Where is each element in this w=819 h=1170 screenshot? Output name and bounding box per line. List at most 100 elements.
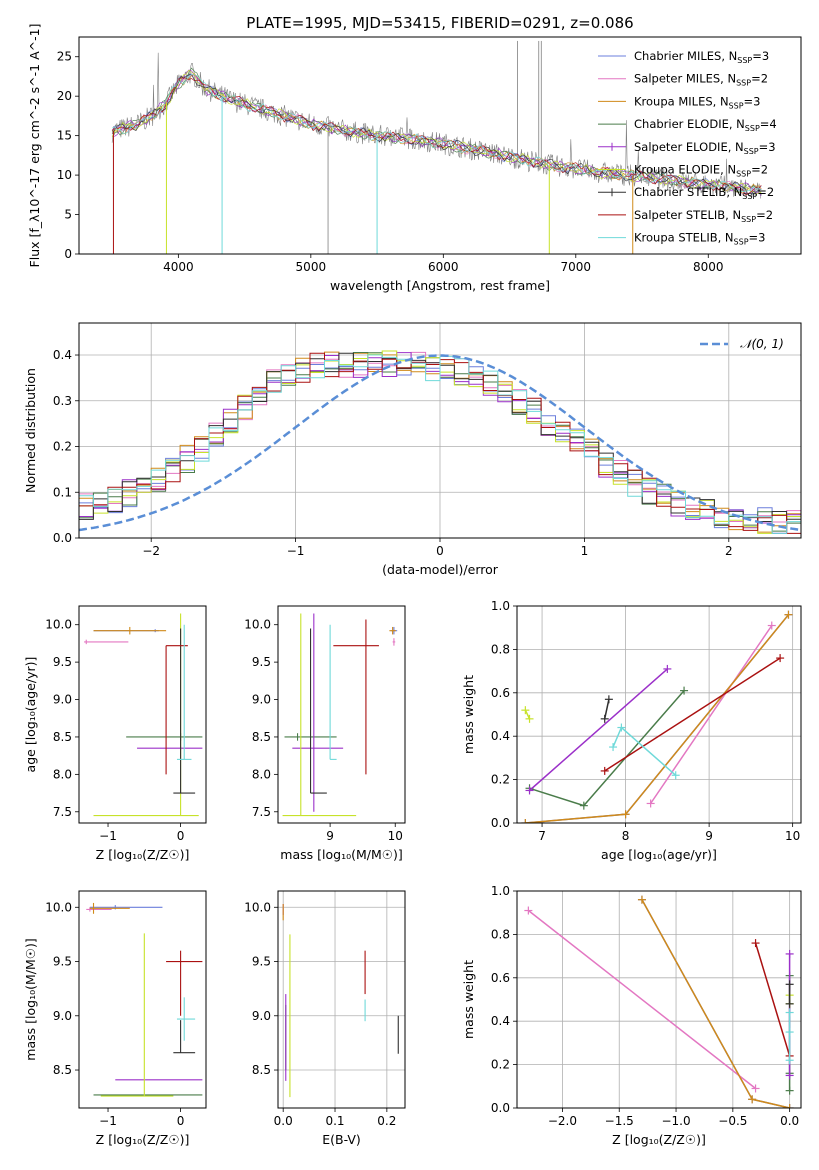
panel-mass-vs-Z: −1 0 8.5 9.0 9.5 10.0 Z [log₁₀(Z/Z☉)] mass [log…	[23, 890, 207, 1147]
mass-weight-series	[525, 614, 790, 823]
x-axis-label: mass [log₁₀(M/M☉)]	[280, 847, 402, 862]
plot-area	[111, 40, 762, 254]
axes-frame	[516, 890, 802, 1109]
x-tick-label: 8000	[693, 260, 724, 274]
y-tick-label: 0.2	[491, 773, 510, 787]
axes-frame	[516, 605, 802, 824]
x-axis-label: wavelength [Angstrom, rest frame]	[330, 278, 550, 293]
axes-frame	[277, 605, 406, 824]
panel-mass-weight-vs-Z: −2.0 −1.5 −1.0 −0.5 0.0 0.0 0.2 0.4 0.6 0.8 1.0 Z […	[461, 884, 802, 1147]
plot-area	[79, 350, 801, 534]
axes-frame	[78, 605, 207, 824]
panel-mass-weight-vs-age: 7 8 9 10 0.0 0.2 0.4 0.6 0.8 1.0 age [log₁₀(age/yr…	[461, 599, 802, 862]
legend-entry: Chabrier STELIB, NSSP=2	[634, 185, 774, 201]
y-tick-label: 0.0	[53, 531, 72, 545]
y-tick-label: 0.8	[491, 927, 510, 941]
y-tick-label: 0.4	[491, 1014, 510, 1028]
mass-weight-series	[754, 942, 791, 1057]
legend-entry: 𝒩(0, 1)	[740, 337, 784, 351]
y-tick-label: 8.0	[252, 767, 271, 781]
y-tick-label: 0.4	[53, 348, 72, 362]
legend-entry: Kroupa MILES, NSSP=3	[634, 94, 760, 110]
x-axis-label: Z [log₁₀(Z/Z☉)]	[96, 1132, 190, 1147]
y-tick-label: 7.5	[252, 805, 271, 819]
plot-area	[282, 904, 399, 1098]
y-axis-label: Normed distribution	[23, 368, 38, 493]
panel-residuals: −2 −1 0 1 2 0.0 0.1 0.2 0.3 0.4 (data-model)/error…	[23, 322, 802, 577]
x-axis-label: age [log₁₀(age/yr)]	[601, 847, 717, 862]
y-tick-label: 9.0	[53, 693, 72, 707]
figure-title: PLATE=1995, MJD=53415, FIBERID=0291, z=0…	[246, 14, 633, 32]
y-tick-label: 9.5	[252, 955, 271, 969]
panel-age-vs-mass: 9 10 7.5 8.0 8.5 9.0 9.5 10.0 mass [log₁₀(M/M☉)]	[244, 605, 406, 862]
x-tick-label: 0.2	[377, 1114, 396, 1128]
model-spectrum	[111, 74, 762, 197]
y-tick-label: 8.5	[53, 1063, 72, 1077]
mass-weight-series	[529, 668, 668, 792]
y-axis-label: mass weight	[461, 675, 476, 754]
model-spectrum	[112, 73, 762, 195]
x-tick-label: −1.5	[605, 1114, 634, 1128]
y-tick-label: 9.5	[53, 955, 72, 969]
y-tick-label: 0.4	[491, 729, 510, 743]
y-tick-label: 0.6	[491, 686, 510, 700]
x-tick-label: 1	[581, 544, 589, 558]
y-tick-label: 8.5	[252, 730, 271, 744]
plot-area	[84, 613, 203, 817]
y-tick-label: 0.1	[53, 485, 72, 499]
y-tick-label: 15	[57, 129, 72, 143]
y-tick-label: 0.3	[53, 394, 72, 408]
y-tick-label: 8.5	[53, 730, 72, 744]
legend-entry: Salpeter STELIB, NSSP=2	[634, 208, 773, 224]
y-tick-label: 9.0	[53, 1009, 72, 1023]
model-spectrum	[111, 73, 762, 195]
legend-entry: Salpeter ELODIE, NSSP=3	[634, 140, 776, 156]
y-tick-label: 9.5	[53, 655, 72, 669]
y-tick-label: 7.5	[53, 805, 72, 819]
normal-curve	[79, 354, 799, 532]
x-axis-label: Z [log₁₀(Z/Z☉)]	[96, 847, 190, 862]
model-spectrum	[112, 74, 762, 192]
y-axis-label: mass weight	[461, 960, 476, 1039]
mass-weight-series	[641, 899, 790, 1108]
x-tick-label: 0	[436, 544, 444, 558]
legend-entry: Kroupa ELODIE, NSSP=2	[634, 163, 768, 179]
y-tick-label: 20	[57, 89, 72, 103]
y-tick-label: 10.0	[244, 618, 271, 632]
x-tick-label: 9	[705, 829, 713, 843]
mass-weight-series	[612, 726, 677, 776]
x-tick-label: −1	[99, 1114, 117, 1128]
model-spectrum	[111, 69, 762, 195]
x-tick-label: −0.5	[718, 1114, 747, 1128]
x-tick-label: 10	[388, 829, 403, 843]
y-axis-label: Flux [f_λ10^-17 erg cm^-2 s^-1 A^-1]	[27, 24, 42, 268]
y-tick-label: 0.0	[491, 816, 510, 830]
x-tick-label: −2.0	[548, 1114, 577, 1128]
plot-area	[524, 895, 794, 1108]
mass-weight-series	[524, 709, 531, 720]
mass-weight-series	[641, 899, 790, 1108]
x-tick-label: −2	[142, 544, 160, 558]
panel-spectrum: 4000 5000 6000 7000 8000 0 5 10 15 20 25 wavelength…	[27, 24, 802, 293]
x-tick-label: 6000	[428, 260, 459, 274]
y-tick-label: 0.8	[491, 642, 510, 656]
model-spectrum	[112, 69, 762, 197]
axes-frame	[277, 890, 406, 1109]
y-tick-label: 10.0	[45, 618, 72, 632]
mass-weight-series	[604, 657, 781, 772]
axes-frame	[78, 36, 802, 255]
x-axis-label: Z [log₁₀(Z/Z☉)]	[612, 1132, 706, 1147]
y-tick-label: 10	[57, 168, 72, 182]
x-axis-label: E(B-V)	[322, 1132, 361, 1147]
mass-weight-series	[649, 625, 773, 804]
mass-weight-series	[603, 699, 610, 719]
y-tick-label: 0	[64, 247, 72, 261]
y-tick-label: 0.0	[491, 1101, 510, 1115]
y-tick-label: 9.0	[252, 1009, 271, 1023]
x-tick-label: 0	[177, 829, 185, 843]
model-spectrum	[111, 67, 762, 196]
y-axis-label: mass [log₁₀(M/M☉)]	[23, 938, 38, 1060]
x-tick-label: 0	[177, 1114, 185, 1128]
x-tick-label: 7000	[561, 260, 592, 274]
y-tick-label: 1.0	[491, 599, 510, 613]
